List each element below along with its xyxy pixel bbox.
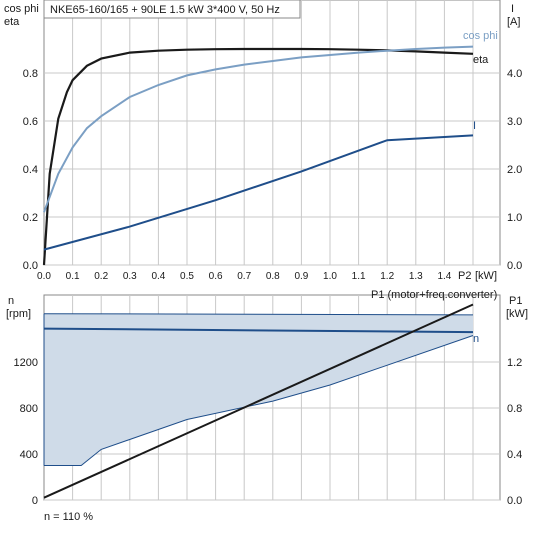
bottom-right-ticks: 0.0 0.4 0.8 1.2 (507, 357, 522, 507)
series-label-n: n (473, 333, 479, 345)
top-right-tick-label: 3.0 (507, 116, 522, 128)
top-x-tick-label: 1.4 (437, 271, 451, 282)
header-box (43, 0, 301, 19)
top-left-tick-label: 0.2 (23, 212, 38, 224)
band-upper-edge (43, 313, 474, 316)
top-x-tick-label: 0.7 (237, 271, 251, 282)
top-x-tick-label: 1.2 (380, 271, 394, 282)
top-x-tick-label: 0.0 (37, 271, 51, 282)
top-left-tick-label: 0.4 (23, 164, 38, 176)
bottom-panel: n [rpm] P1 [kW] 0 400 800 1200 0.0 0.4 0.8 1.2… (6, 289, 528, 523)
top-gridlines (44, 0, 500, 266)
bottom-right-tick-label: 0.4 (507, 449, 522, 461)
top-plot-frame (43, 0, 501, 266)
top-x-tick-label: 1.3 (409, 271, 423, 282)
top-left-axis-label-1: cos phi (4, 3, 39, 15)
top-right-tick-label: 4.0 (507, 68, 522, 80)
bottom-left-axis-label-2: [rpm] (6, 308, 31, 320)
top-right-axis-label-1: I (511, 3, 514, 15)
top-left-tick-label: 0.0 (23, 260, 38, 272)
top-x-tick-label: 1.1 (352, 271, 366, 282)
top-x-tick-label: 0.3 (123, 271, 137, 282)
bottom-left-tick-label: 1200 (14, 357, 38, 369)
top-x-tick-label: 0.1 (66, 271, 80, 282)
series-label-cosphi: cos phi (463, 30, 498, 42)
top-series (42, 45, 474, 266)
top-right-axis-label-2: [A] (507, 16, 520, 28)
bottom-left-tick-label: 800 (20, 403, 38, 415)
series-label-current: I (473, 120, 476, 132)
bottom-right-tick-label: 0.0 (507, 495, 522, 507)
series-line-speed (43, 327, 474, 334)
top-right-tick-label: 2.0 (507, 164, 522, 176)
x-axis-unit: [kW] (475, 270, 497, 282)
band-lower-edge (44, 335, 474, 466)
footer-note: n = 110 % (44, 511, 93, 523)
top-left-tick-label: 0.6 (23, 116, 38, 128)
bottom-series (43, 303, 474, 499)
x-axis-label: P2 (458, 270, 471, 282)
bottom-left-ticks: 0 400 800 1200 (14, 357, 38, 507)
top-x-tick-label: 0.5 (180, 271, 194, 282)
header-title: NKE65-160/165 + 90LE 1.5 kW 3*400 V, 50 … (50, 4, 280, 16)
top-x-tick-label: 0.8 (266, 271, 280, 282)
top-x-tick-label: 0.2 (94, 271, 108, 282)
top-left-ticks: 0.0 0.2 0.4 0.6 0.8 (23, 68, 38, 272)
bottom-left-axis-label-1: n (8, 295, 14, 307)
bottom-left-tick-label: 0 (32, 495, 38, 507)
bottom-right-tick-label: 1.2 (507, 357, 522, 369)
series-label-p1: P1 (motor+freq.converter) (371, 289, 497, 301)
bottom-left-tick-label: 400 (20, 449, 38, 461)
series-line-p1 (43, 303, 474, 499)
top-right-ticks: 0.0 1.0 2.0 3.0 4.0 (507, 68, 522, 272)
bottom-right-tick-label: 0.8 (507, 403, 522, 415)
top-left-tick-label: 0.8 (23, 68, 38, 80)
top-x-tick-label: 0.9 (294, 271, 308, 282)
series-label-eta: eta (473, 54, 489, 66)
top-left-axis-label-2: eta (4, 16, 20, 28)
top-right-tick-label: 1.0 (507, 212, 522, 224)
top-x-tick-label: 1.0 (323, 271, 337, 282)
top-x-tick-label: 0.4 (151, 271, 165, 282)
series-line-cos-phi (43, 45, 474, 213)
series-line-I (43, 134, 474, 251)
bottom-right-axis-label-1: P1 (509, 295, 522, 307)
bottom-right-axis-label-2: [kW] (506, 308, 528, 320)
speed-range-band (44, 313, 473, 466)
top-right-tick-label: 0.0 (507, 260, 522, 272)
top-x-tick-label: 0.6 (209, 271, 223, 282)
bottom-band (43, 313, 474, 466)
top-x-ticks: 0.0 0.1 0.2 0.3 0.4 0.5 0.6 0.7 0.8 0.9 1.0 1.1 1.2 1… (37, 271, 452, 282)
top-panel: NKE65-160/165 + 90LE 1.5 kW 3*400 V, 50 … (4, 0, 522, 282)
